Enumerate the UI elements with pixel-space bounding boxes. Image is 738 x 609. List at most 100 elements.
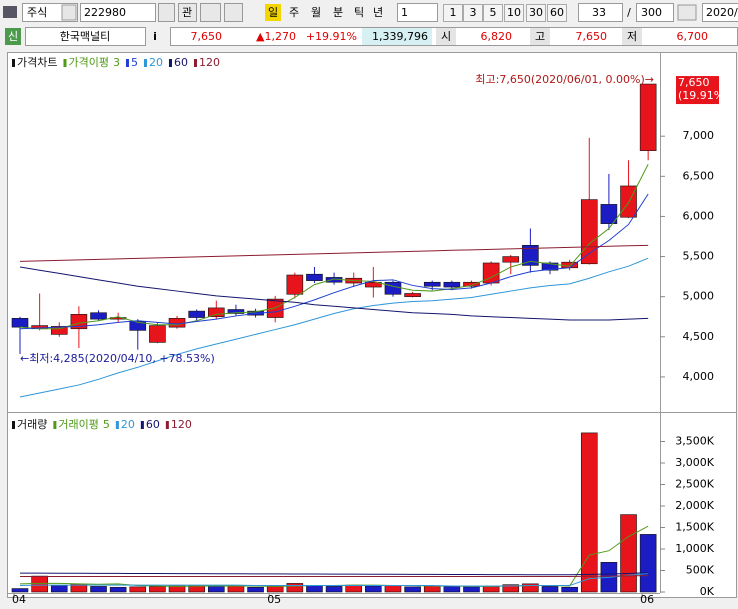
volume-bar	[287, 583, 303, 592]
last-change: (19.91%)	[678, 89, 729, 102]
y-tick-label: 1,000K	[675, 542, 714, 555]
period-button[interactable]: 일	[268, 5, 278, 19]
legend-entry: 5	[131, 56, 138, 69]
unit: 1	[401, 6, 408, 19]
legend-swatch	[166, 421, 169, 429]
volume-bar	[326, 586, 342, 592]
legend-swatch	[126, 59, 129, 67]
dropdown[interactable]	[62, 5, 76, 20]
candle-body	[287, 275, 303, 294]
quick-button[interactable]: 3	[470, 6, 477, 19]
legend-swatch	[12, 59, 15, 67]
low: 6,700	[677, 30, 709, 43]
candle-body	[581, 200, 597, 264]
volume-bar	[405, 587, 421, 592]
legend-entry: 20	[149, 56, 163, 69]
legend-entry: 60	[146, 418, 160, 431]
period-button[interactable]: 분	[333, 6, 343, 19]
info-button[interactable]: i	[153, 30, 157, 43]
volume-bar	[463, 587, 479, 592]
volume-bar	[130, 587, 146, 592]
period-button[interactable]: 년	[373, 6, 383, 19]
sync-button[interactable]	[201, 4, 221, 22]
candle-body	[385, 282, 401, 294]
spin-button[interactable]	[225, 4, 243, 22]
volume-bar	[346, 585, 362, 592]
legend-swatch	[12, 421, 15, 429]
last-price: 7,650	[678, 76, 710, 89]
candle-body	[444, 282, 460, 287]
y-tick-label: 7,000	[683, 129, 715, 142]
candle-body	[640, 84, 656, 151]
quick-button[interactable]: 5	[490, 6, 497, 19]
candle-body	[621, 186, 637, 217]
search-button[interactable]	[159, 4, 175, 22]
y-tick-label: 2,500K	[675, 478, 714, 491]
legend-swatch	[63, 59, 66, 67]
legend-swatch	[169, 59, 172, 67]
legend-entry: 20	[121, 418, 135, 431]
quick-button[interactable]: 30	[529, 6, 543, 19]
volume-bar	[621, 515, 637, 592]
quick-button[interactable]: 60	[550, 6, 564, 19]
volume-bar	[91, 586, 107, 592]
volume-bar	[306, 586, 322, 592]
y-tick-label: 4,000	[683, 370, 715, 383]
candle-body	[189, 311, 205, 317]
legend-swatch	[141, 421, 144, 429]
volume-bar	[385, 586, 401, 592]
quick-button[interactable]: 10	[507, 6, 521, 19]
open-label: 시	[441, 30, 451, 43]
volume-bar	[365, 586, 381, 592]
market: 주식	[27, 6, 47, 19]
price: 7,650	[191, 30, 223, 43]
legend-entry: 3	[113, 56, 120, 69]
rate: +19.91%	[306, 30, 357, 43]
candle-body	[169, 318, 185, 327]
volume-bar	[562, 587, 578, 592]
legend-swatch	[53, 421, 56, 429]
date: 2020/	[706, 6, 738, 19]
volume-bar	[32, 576, 48, 592]
candle-body	[562, 262, 578, 268]
legend-entry: 120	[199, 56, 220, 69]
period-button[interactable]: 틱	[354, 6, 364, 19]
volume-bar	[640, 534, 656, 592]
volume-bar	[228, 586, 244, 592]
legend-entry: 60	[174, 56, 188, 69]
y-tick-label: 2,000K	[675, 499, 714, 512]
y-tick-label: 3,500K	[675, 435, 714, 448]
y-tick-label: 500K	[686, 564, 715, 577]
change: ▲1,270	[256, 30, 296, 43]
candle-body	[306, 274, 322, 280]
legend-ma-title: 가격이평	[68, 56, 108, 69]
high-annotation: 최고:7,650(2020/06/01, 0.00%)→	[475, 73, 654, 86]
period-button[interactable]: 주	[289, 6, 299, 19]
legend-title: 거래량	[17, 418, 47, 431]
settings-button[interactable]	[678, 5, 696, 20]
open: 6,820	[481, 30, 513, 43]
legend-swatch	[116, 421, 119, 429]
y-tick-label: 0K	[700, 585, 715, 598]
volume-bar	[51, 586, 67, 592]
candle-body	[149, 326, 165, 343]
volume-bar	[12, 589, 28, 592]
volume-bar	[248, 587, 264, 592]
low-annotation: ←최저:4,285(2020/04/10, +78.53%)	[20, 352, 215, 365]
badge: 신	[8, 30, 18, 43]
volume-bar	[444, 586, 460, 592]
low-label: 저	[627, 30, 637, 43]
x-tick-label: 05	[267, 593, 281, 605]
max-count: 300	[641, 6, 662, 19]
period-button[interactable]: 월	[311, 6, 321, 19]
volume-bar	[581, 433, 597, 592]
candle-body	[503, 257, 519, 263]
quick-button[interactable]: 1	[450, 6, 457, 19]
candle-body	[12, 318, 28, 327]
high-label: 고	[535, 30, 545, 43]
legend-swatch	[144, 59, 147, 67]
menu-icon[interactable]	[3, 6, 17, 18]
x-tick-label: 04	[12, 593, 26, 605]
